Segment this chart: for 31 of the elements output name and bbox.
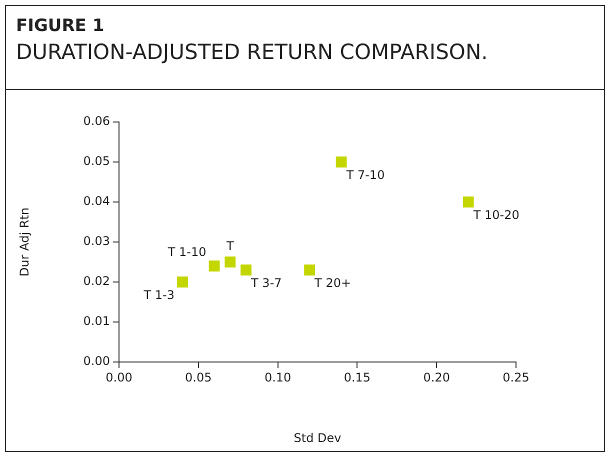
x-tick-label: 0.05 — [185, 370, 212, 384]
x-tick-label: 0.00 — [106, 370, 132, 384]
y-tick-label: 0.04 — [83, 194, 110, 208]
point — [304, 264, 316, 276]
point — [208, 260, 220, 272]
point — [462, 196, 474, 208]
annotation: T — [225, 239, 234, 254]
x-tick-label: 0.20 — [423, 370, 450, 384]
x-axis-title: Std Dev — [294, 430, 342, 445]
chart-subtitle: DURATION-ADJUSTED RETURN COMPARISON. — [16, 40, 489, 64]
annotation: T 10-20 — [472, 208, 520, 222]
annotation: T 3-7 — [250, 276, 282, 290]
x-tick-label: 0.15 — [344, 370, 371, 384]
chart-title: FIGURE 1 — [16, 16, 106, 36]
x-tick-label: 0.10 — [264, 370, 292, 384]
point — [240, 264, 252, 276]
annotation: T 20+ — [314, 276, 352, 290]
y-axis-title: Dur Adj Rtn — [17, 207, 32, 277]
annotation: T 7-10 — [345, 168, 385, 182]
y-tick-label: 0.01 — [83, 314, 110, 328]
y-tick-label: 0.03 — [83, 234, 110, 248]
annotation: T 1-3 — [142, 288, 175, 302]
y-tick-label: 0.05 — [83, 154, 110, 168]
annotation: T 1-10 — [166, 245, 206, 260]
y-tick-label: 0.06 — [83, 114, 110, 128]
y-tick-label: 0.02 — [83, 274, 110, 288]
point — [177, 276, 188, 288]
point — [336, 156, 347, 168]
point — [224, 256, 236, 268]
x-tick-label: 0.25 — [502, 370, 530, 384]
y-tick-label: 0.00 — [83, 354, 110, 368]
